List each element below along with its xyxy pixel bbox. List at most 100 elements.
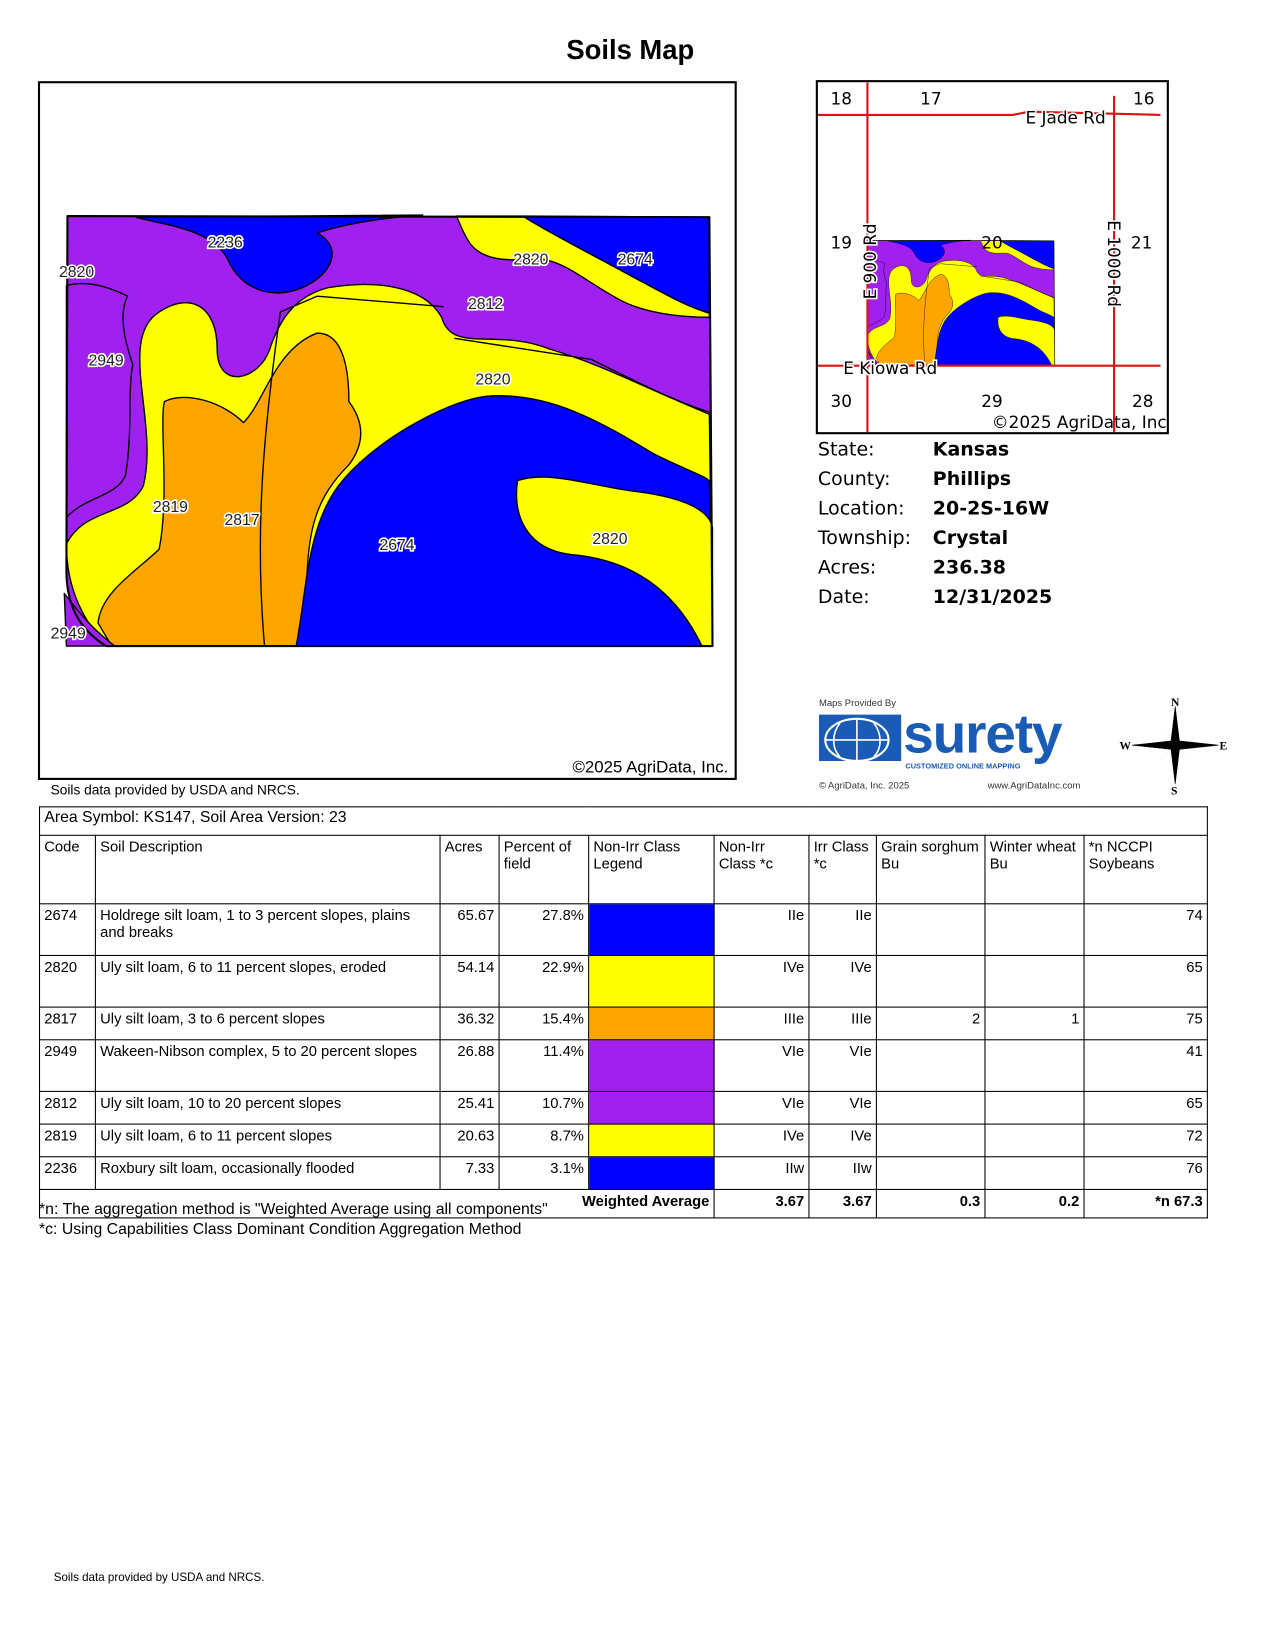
compass-n: N bbox=[1171, 696, 1180, 709]
inset-copyright: ©2025 AgriData, Inc. bbox=[992, 412, 1167, 432]
table-row: 2819 Uly silt loam, 6 to 11 percent slope… bbox=[38, 1123, 1208, 1158]
map-label: 2820 bbox=[475, 372, 510, 389]
col-header: Percent of field bbox=[498, 834, 590, 905]
soils-table: Area Symbol: KS147, Soil Area Version: 2… bbox=[38, 806, 1208, 1219]
cell-code: 2817 bbox=[38, 1006, 96, 1041]
cell-acres: 65.67 bbox=[439, 903, 500, 956]
cell-wheat bbox=[984, 1156, 1085, 1190]
soil-polygon-2674-main bbox=[295, 395, 714, 647]
soil-polygon-2949-inner bbox=[65, 282, 134, 519]
map-label: 2236 bbox=[208, 235, 243, 252]
cell-pct: 8.7% bbox=[498, 1123, 590, 1158]
soil-polygon-2236 bbox=[135, 214, 424, 294]
map-label: 2674 bbox=[379, 537, 414, 554]
info-label: Location: bbox=[817, 496, 905, 520]
cell-sorghum bbox=[875, 1090, 986, 1125]
legend-swatch bbox=[588, 1123, 715, 1158]
section-number: 20 bbox=[981, 233, 1002, 253]
map-label: 2820 bbox=[592, 531, 627, 548]
cell-nonirr: IVe bbox=[713, 954, 810, 1008]
section-number: 30 bbox=[831, 391, 852, 411]
cell-nccpi: 76 bbox=[1083, 1156, 1208, 1190]
cell-pct: 27.8% bbox=[498, 903, 590, 956]
info-value: 20-2S-16W bbox=[932, 496, 1050, 520]
cell-desc: Wakeen-Nibson complex, 5 to 20 percent s… bbox=[94, 1039, 441, 1092]
col-header: Acres bbox=[439, 834, 500, 905]
info-row-acres: Acres: 236.38 bbox=[818, 552, 1052, 582]
section-number: 19 bbox=[831, 233, 852, 253]
soils-map-canvas: 2236 2820 2674 2820 2812 2949 2820 2819 … bbox=[49, 214, 714, 648]
cell-sorghum bbox=[875, 954, 986, 1008]
info-value: Kansas bbox=[932, 437, 1010, 461]
inset-map-canvas: 18 17 16 19 20 21 30 29 28 E Jade Rd E 9… bbox=[817, 82, 1167, 433]
info-label: State: bbox=[817, 437, 875, 461]
map-label: 2674 bbox=[618, 252, 653, 269]
cell-nccpi: 41 bbox=[1083, 1039, 1208, 1092]
cell-nonirr: VIe bbox=[713, 1039, 810, 1092]
cell-wheat bbox=[984, 903, 1085, 956]
cell-acres: 25.41 bbox=[439, 1090, 500, 1125]
info-label: County: bbox=[817, 467, 891, 490]
compass-s: S bbox=[1171, 785, 1177, 796]
cell-code: 2236 bbox=[38, 1156, 96, 1190]
cell-wheat bbox=[984, 1123, 1085, 1158]
weighted-irr: 3.67 bbox=[808, 1188, 877, 1219]
cell-nonirr: VIe bbox=[713, 1090, 810, 1125]
cell-nonirr: IIw bbox=[713, 1156, 810, 1190]
map-label: 2949 bbox=[51, 626, 86, 643]
cell-desc: Roxbury silt loam, occasionally flooded bbox=[94, 1156, 441, 1190]
source-note: Soils data provided by USDA and NRCS. bbox=[50, 782, 300, 798]
cell-pct: 11.4% bbox=[498, 1039, 590, 1092]
table-row: 2817 Uly silt loam, 3 to 6 percent slopes… bbox=[38, 1006, 1208, 1041]
info-row-location: Location: 20-2S-16W bbox=[818, 493, 1052, 523]
cell-irr: VIe bbox=[808, 1090, 877, 1125]
cell-nccpi: 75 bbox=[1083, 1006, 1208, 1041]
compass-rose-icon: N S W E bbox=[1119, 696, 1227, 796]
cell-sorghum bbox=[875, 903, 986, 956]
cell-desc: Uly silt loam, 6 to 11 percent slopes, e… bbox=[94, 954, 441, 1008]
compass-e: E bbox=[1219, 739, 1227, 752]
logo-copyright: © AgriData, Inc. 2025 bbox=[818, 779, 910, 791]
cell-nonirr: IIe bbox=[713, 903, 810, 956]
cell-wheat bbox=[984, 1039, 1085, 1092]
map-label: 2820 bbox=[59, 264, 94, 281]
cell-desc: Uly silt loam, 3 to 6 percent slopes bbox=[94, 1006, 441, 1041]
weighted-average-row: Weighted Average 3.67 3.67 0.3 0.2 *n 67… bbox=[38, 1188, 1208, 1219]
map-label: 2820 bbox=[513, 252, 548, 269]
cell-wheat: 1 bbox=[984, 1006, 1085, 1041]
cell-acres: 7.33 bbox=[439, 1156, 500, 1190]
section-number: 16 bbox=[1133, 88, 1154, 108]
page-title: Soils Map bbox=[566, 33, 695, 66]
cell-acres: 20.63 bbox=[439, 1123, 500, 1158]
map-copyright: ©2025 AgriData, Inc. bbox=[572, 758, 729, 777]
info-row-state: State: Kansas bbox=[818, 434, 1052, 464]
cell-acres: 36.32 bbox=[439, 1006, 500, 1041]
cell-nccpi: 74 bbox=[1083, 903, 1208, 956]
compass-w: W bbox=[1119, 739, 1131, 752]
map-label: 2817 bbox=[225, 512, 260, 529]
cell-pct: 10.7% bbox=[498, 1090, 590, 1125]
weighted-label: Weighted Average bbox=[38, 1188, 715, 1219]
cell-nccpi: 65 bbox=[1083, 1090, 1208, 1125]
col-header: Soil Description bbox=[94, 834, 441, 905]
logo-tagline: CUSTOMIZED ONLINE MAPPING bbox=[905, 763, 1021, 771]
legend-swatch bbox=[588, 903, 715, 956]
footnote: *n: The aggregation method is "Weighted … bbox=[38, 1200, 548, 1219]
soil-polygon-2674-north bbox=[522, 215, 711, 314]
logo-brand: surety bbox=[903, 704, 1062, 766]
cell-desc: Uly silt loam, 10 to 20 percent slopes bbox=[94, 1090, 441, 1125]
cell-desc: Holdrege silt loam, 1 to 3 percent slope… bbox=[94, 903, 441, 956]
cell-pct: 15.4% bbox=[498, 1006, 590, 1041]
section-number: 17 bbox=[920, 88, 941, 108]
cell-irr: IIw bbox=[808, 1156, 877, 1190]
cell-desc: Uly silt loam, 6 to 11 percent slopes bbox=[94, 1123, 441, 1158]
cell-nccpi: 65 bbox=[1083, 954, 1208, 1008]
cell-sorghum: 2 bbox=[875, 1006, 986, 1041]
cell-acres: 26.88 bbox=[439, 1039, 500, 1092]
soil-polygon-2817-2819 bbox=[97, 332, 362, 647]
legend-swatch bbox=[588, 1006, 715, 1041]
cell-pct: 3.1% bbox=[498, 1156, 590, 1190]
cell-pct: 22.9% bbox=[498, 954, 590, 1008]
logo-url: www.AgriDataInc.com bbox=[987, 779, 1081, 791]
road-label: E 900 Rd bbox=[860, 223, 880, 299]
